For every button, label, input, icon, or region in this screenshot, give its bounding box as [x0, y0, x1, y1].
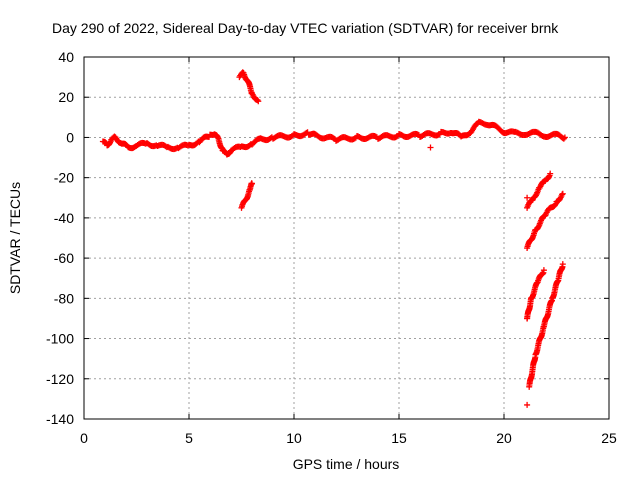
data-point — [561, 134, 568, 141]
data-point — [559, 190, 566, 197]
data-point — [254, 97, 261, 104]
data-point — [552, 202, 558, 209]
x-tick-label: 5 — [185, 430, 193, 446]
x-tick-label: 15 — [391, 430, 407, 446]
data-point — [559, 191, 566, 198]
y-tick-label: 20 — [58, 89, 74, 105]
y-tick-label: -80 — [54, 290, 74, 306]
grid — [84, 57, 609, 419]
axis-ticks: 0 5 10 15 20 25 40 20 0 -20 -40 -60 -80 -100 -120 -140 — [46, 49, 617, 446]
y-tick-label: 40 — [58, 49, 74, 65]
data-point — [427, 144, 434, 151]
plot-frame — [83, 56, 610, 420]
y-axis-label: SDTVAR / TECUs — [7, 182, 23, 294]
data-point — [524, 194, 531, 201]
data-point — [547, 170, 554, 177]
x-tick-label: 25 — [601, 430, 617, 446]
data-point — [524, 315, 531, 322]
data-point — [255, 98, 262, 105]
x-tick-label: 10 — [286, 430, 302, 446]
y-tick-label: -40 — [54, 210, 74, 226]
y-tick-label: -20 — [54, 170, 74, 186]
data-point — [540, 267, 547, 274]
x-tick-label: 20 — [496, 430, 512, 446]
x-tick-label: 0 — [80, 430, 88, 446]
x-axis-label: GPS time / hours — [293, 456, 400, 472]
chart-title: Day 290 of 2022, Sidereal Day-to-day VTE… — [52, 20, 559, 36]
data-point — [559, 261, 566, 268]
y-tick-label: -100 — [46, 331, 74, 347]
data-point — [524, 401, 531, 408]
y-tick-label: -140 — [46, 411, 74, 427]
y-tick-label: -120 — [46, 371, 74, 387]
data-points — [99, 69, 568, 408]
data-point — [249, 180, 255, 187]
y-tick-label: -60 — [54, 250, 74, 266]
data-point — [560, 135, 567, 142]
y-tick-label: 0 — [66, 129, 74, 145]
